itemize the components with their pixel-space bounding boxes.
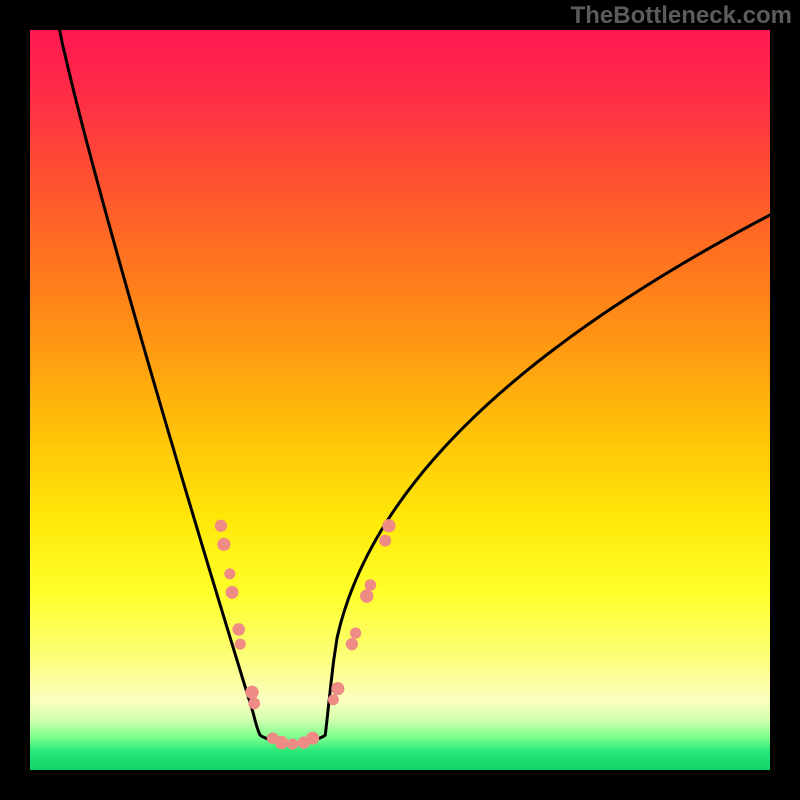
- marker-point: [232, 623, 245, 636]
- marker-point: [245, 686, 258, 699]
- marker-point: [275, 736, 288, 749]
- marker-point: [226, 586, 239, 599]
- marker-point: [328, 694, 339, 705]
- marker-point: [306, 732, 319, 745]
- plot-area: [30, 30, 770, 770]
- marker-point: [217, 538, 230, 551]
- watermark-text: TheBottleneck.com: [571, 2, 792, 30]
- marker-point: [235, 639, 246, 650]
- marker-point: [215, 520, 227, 532]
- marker-point: [287, 739, 298, 750]
- marker-point: [350, 627, 361, 638]
- plot-svg: [30, 30, 770, 770]
- marker-point: [248, 698, 260, 710]
- marker-point: [224, 568, 235, 579]
- marker-point: [379, 535, 391, 547]
- marker-point: [331, 682, 344, 695]
- chart-container: TheBottleneck.com: [0, 0, 800, 800]
- marker-point: [382, 519, 395, 532]
- marker-point: [346, 638, 358, 650]
- marker-point: [360, 589, 373, 602]
- marker-point: [365, 579, 377, 591]
